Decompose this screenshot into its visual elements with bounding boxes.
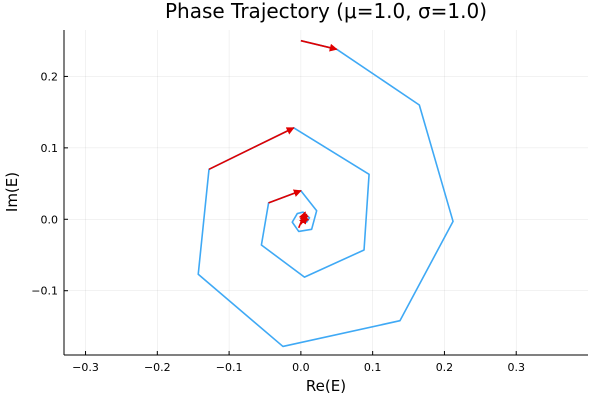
chart-title: Phase Trajectory (μ=1.0, σ=1.0)	[165, 0, 487, 23]
y-tick-label: 0.2	[41, 70, 59, 83]
y-tick-label: 0.1	[41, 142, 59, 155]
x-tick-label: 0.0	[292, 361, 310, 374]
axes	[63, 30, 588, 356]
ticks: −0.3 −0.2 −0.1 0.0 0.1 0.2 0.3 −0.1 0.0 0.1 0.2	[31, 70, 525, 374]
x-tick-label: 0.2	[436, 361, 454, 374]
x-tick-label: 0.3	[507, 361, 525, 374]
y-tick-label: 0.0	[41, 213, 59, 226]
direction-arrow	[300, 214, 310, 223]
y-tick-label: −0.1	[31, 285, 58, 298]
direction-arrow	[208, 127, 295, 171]
grid	[64, 30, 588, 355]
direction-arrow	[268, 189, 302, 204]
x-axis-label: Re(E)	[306, 377, 346, 395]
y-axis-label: Im(E)	[3, 172, 21, 212]
direction-arrow	[300, 39, 338, 52]
x-tick-label: −0.1	[216, 361, 243, 374]
x-tick-label: 0.1	[364, 361, 382, 374]
trajectory-line	[197, 39, 454, 348]
series	[197, 39, 454, 348]
x-tick-label: −0.2	[144, 361, 171, 374]
x-tick-label: −0.3	[72, 361, 99, 374]
arrows	[208, 39, 338, 229]
